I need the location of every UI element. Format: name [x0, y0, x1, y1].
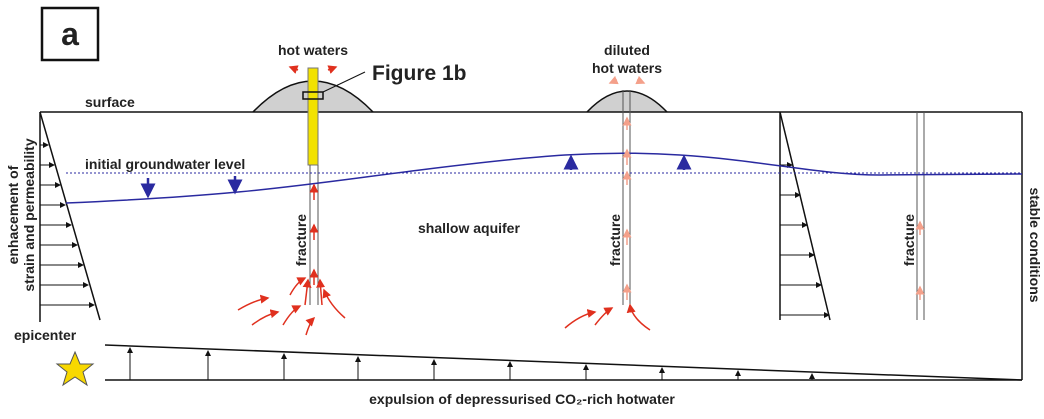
label: surface [85, 94, 135, 110]
label: hot waters [278, 42, 348, 58]
label: fracture [293, 214, 309, 266]
label: expulsion of depressurised CO₂-rich hotw… [369, 391, 675, 407]
label: diluted [604, 42, 650, 58]
label: hot waters [592, 60, 662, 76]
label: shallow aquifer [418, 220, 520, 236]
label: epicenter [14, 327, 77, 343]
panel-label: a [61, 16, 79, 52]
label: initial groundwater level [85, 156, 245, 172]
label: strain and permeability [21, 138, 37, 291]
label: Figure 1b [372, 62, 467, 85]
label: fracture [607, 214, 623, 266]
label: stable conditions [1027, 187, 1043, 302]
layout [39, 6, 1023, 387]
label: fracture [901, 214, 917, 266]
label: enhacement of [5, 165, 21, 264]
